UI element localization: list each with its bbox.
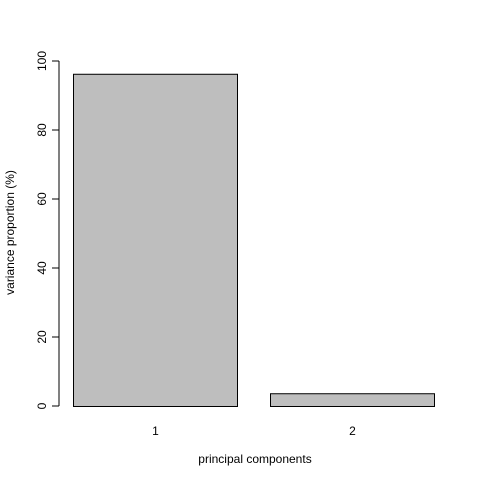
bars — [73, 73, 435, 407]
x-axis-title: principal components — [198, 452, 311, 466]
x-tick-label-1: 1 — [152, 424, 159, 438]
bar-2 — [270, 393, 435, 407]
y-tick-label-0: 0 — [35, 402, 49, 409]
y-axis: 0 20 40 60 80 100 — [35, 51, 60, 409]
y-tick-label-60: 60 — [35, 192, 49, 206]
y-tick-label-20: 20 — [35, 330, 49, 344]
y-tick-label-100: 100 — [35, 51, 49, 71]
y-axis-title: variance proportion (%) — [3, 170, 17, 295]
y-tick-label-40: 40 — [35, 261, 49, 275]
y-tick-label-80: 80 — [35, 123, 49, 137]
x-tick-label-2: 2 — [349, 424, 356, 438]
bar-1 — [73, 73, 238, 407]
